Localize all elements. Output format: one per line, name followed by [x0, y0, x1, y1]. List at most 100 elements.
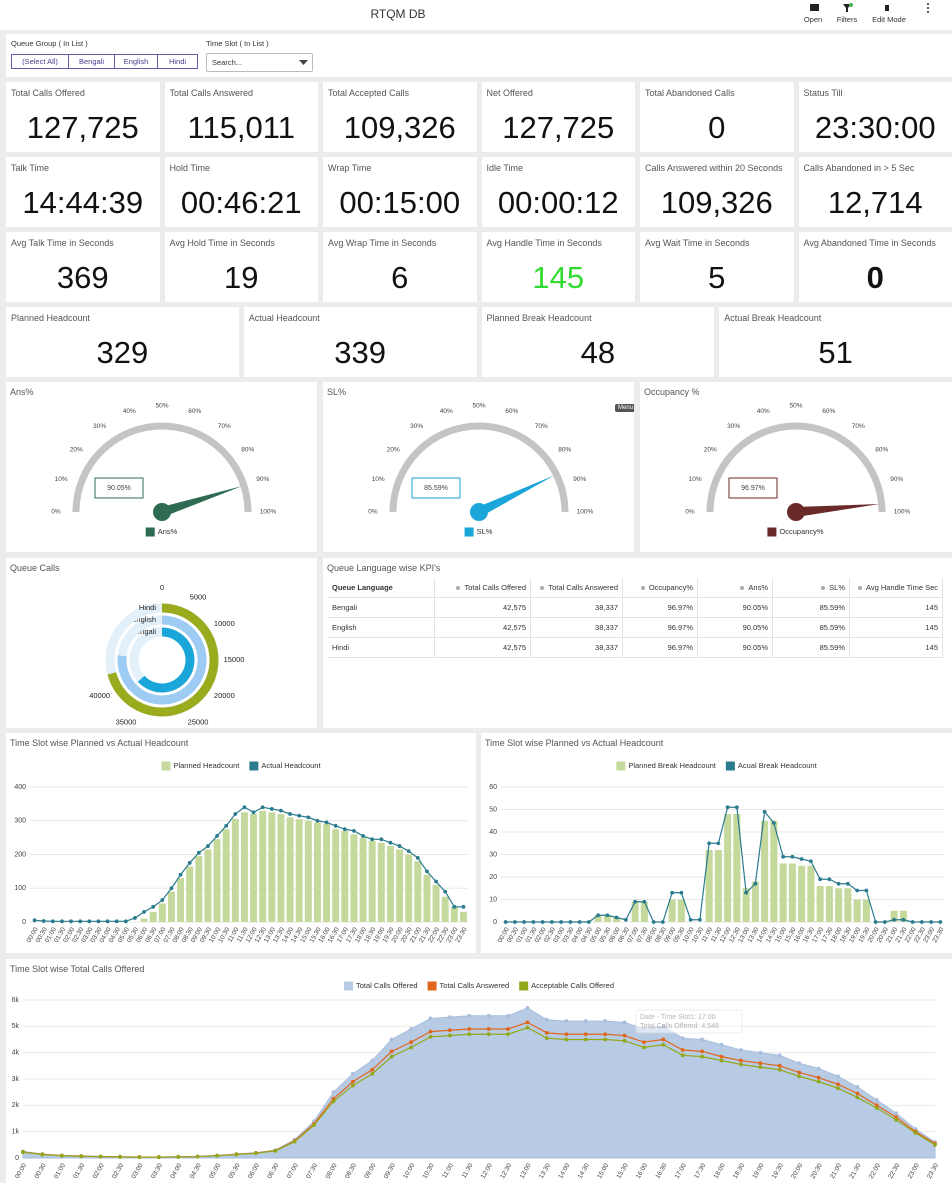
- option-button[interactable]: Hindi: [168, 57, 187, 66]
- column-header[interactable]: Queue Language: [328, 578, 435, 598]
- tooltip-line: Date - Time Slot1: 17:00: [640, 1014, 716, 1021]
- table-row: Hindi 42,575 38,337 96.97% 90.05% 85.59% 145: [328, 637, 943, 658]
- line-point: [98, 1154, 103, 1159]
- line-point: [242, 805, 247, 810]
- bar: [770, 820, 778, 922]
- area-point: [680, 1036, 685, 1041]
- bar: [733, 814, 741, 922]
- bar: [705, 850, 713, 922]
- x-tick-label: 20:30: [810, 1162, 824, 1180]
- line-point: [428, 1029, 433, 1034]
- line-point: [642, 1040, 646, 1045]
- line-point: [929, 920, 934, 924]
- line-point: [196, 850, 201, 855]
- x-tick-label: 23:30: [926, 1162, 940, 1180]
- kpi-value: 127,725: [502, 110, 615, 145]
- option-button[interactable]: (Select All): [12, 55, 69, 68]
- line-point: [758, 1065, 763, 1070]
- line-point: [96, 919, 101, 924]
- line-point: [700, 1054, 705, 1059]
- gauge-value: 96.97%: [741, 485, 765, 492]
- kebab-dot: [927, 7, 929, 9]
- line-point: [389, 1049, 394, 1054]
- line-point: [540, 920, 545, 924]
- y-tick-label: 0: [493, 919, 497, 926]
- open-button[interactable]: Open: [803, 15, 823, 24]
- bar: [250, 814, 258, 922]
- area-point: [855, 1085, 860, 1089]
- bar: [788, 863, 796, 922]
- area-point: [700, 1037, 705, 1042]
- option-button[interactable]: English: [115, 55, 158, 68]
- column-header[interactable]: Total Calls Offered: [434, 578, 531, 598]
- line-point: [342, 827, 347, 832]
- column-header[interactable]: Total Calls Answered: [530, 578, 623, 598]
- line-point: [577, 920, 582, 924]
- line-point: [933, 1142, 937, 1147]
- kpi-tile: Planned Break Headcount 48: [481, 307, 715, 377]
- filter-label: Queue Group ( In List ): [11, 39, 88, 48]
- kpi-tile: Total Accepted Calls 109,326: [323, 82, 477, 152]
- gauge-tick-label: 90%: [573, 476, 586, 483]
- kpi-tile: Avg Hold Time in Seconds 19: [164, 232, 318, 302]
- line-point: [758, 1061, 763, 1066]
- line-point: [50, 919, 55, 924]
- time-slot-dropdown[interactable]: Search...: [206, 53, 313, 72]
- area-point: [777, 1053, 782, 1058]
- line-point: [156, 1155, 161, 1160]
- line-point: [874, 1106, 879, 1110]
- kpi-tile: Total Calls Offered 127,725: [6, 82, 160, 152]
- line-point: [661, 1037, 666, 1042]
- kpi-value: 0: [866, 260, 884, 295]
- area-point: [389, 1037, 394, 1042]
- needle-hub: [153, 503, 171, 521]
- line-point: [753, 881, 758, 886]
- line-point: [176, 1155, 181, 1159]
- bar: [414, 861, 422, 922]
- column-header[interactable]: Occupancy%: [622, 578, 698, 598]
- line-point: [312, 1123, 316, 1127]
- line-point: [224, 823, 229, 828]
- gauge-tick-label: 80%: [558, 446, 571, 453]
- filters-button[interactable]: Filters: [836, 15, 858, 24]
- x-tick-label: 19:00: [751, 1162, 765, 1180]
- kpi-label: Wrap Time: [328, 163, 372, 173]
- line-point: [816, 1075, 821, 1080]
- edit-mode-button[interactable]: Edit Mode: [872, 15, 906, 24]
- gauge-tick-label: 100%: [577, 509, 594, 516]
- line-point: [605, 913, 610, 918]
- x-tick-label: 14:00: [557, 1162, 571, 1180]
- bar: [213, 839, 221, 922]
- bar: [816, 886, 824, 922]
- option-button[interactable]: Bengali: [69, 55, 115, 68]
- line-point: [938, 920, 943, 924]
- column-header[interactable]: Avg Handle Time Sec: [849, 578, 943, 598]
- table-cell: 42,575: [434, 617, 531, 638]
- queue-group-buttons: (Select All) Bengali English Hindi: [11, 54, 198, 69]
- bar: [341, 830, 349, 922]
- area-point: [816, 1066, 821, 1071]
- x-tick-label: 02:30: [111, 1162, 125, 1180]
- column-header[interactable]: SL%: [772, 578, 850, 598]
- line-point: [901, 917, 906, 922]
- kpi-value: 127,725: [26, 110, 139, 145]
- legend-label: SL%: [477, 527, 493, 536]
- bar: [825, 886, 833, 922]
- line-point: [725, 805, 730, 810]
- line-point: [874, 1103, 879, 1108]
- angular-tick-label: 25000: [188, 717, 209, 726]
- y-tick-label: 0: [22, 919, 26, 926]
- line-point: [273, 1148, 278, 1153]
- line-point: [549, 920, 554, 924]
- table-panel: Queue Language wise KPI's Queue Language…: [323, 558, 952, 728]
- x-tick-label: 17:30: [693, 1162, 707, 1180]
- angular-tick-label: 30000: [152, 727, 173, 728]
- line-point: [670, 890, 675, 895]
- column-header[interactable]: Ans%: [697, 578, 773, 598]
- kpi-label: Actual Headcount: [248, 313, 320, 323]
- legend-swatch: [616, 761, 626, 771]
- y-tick-label: 20: [489, 874, 497, 881]
- x-tick-label: 06:30: [266, 1162, 280, 1180]
- menu-badge[interactable]: Menu: [615, 404, 634, 412]
- x-tick-label: 06:00: [247, 1162, 261, 1180]
